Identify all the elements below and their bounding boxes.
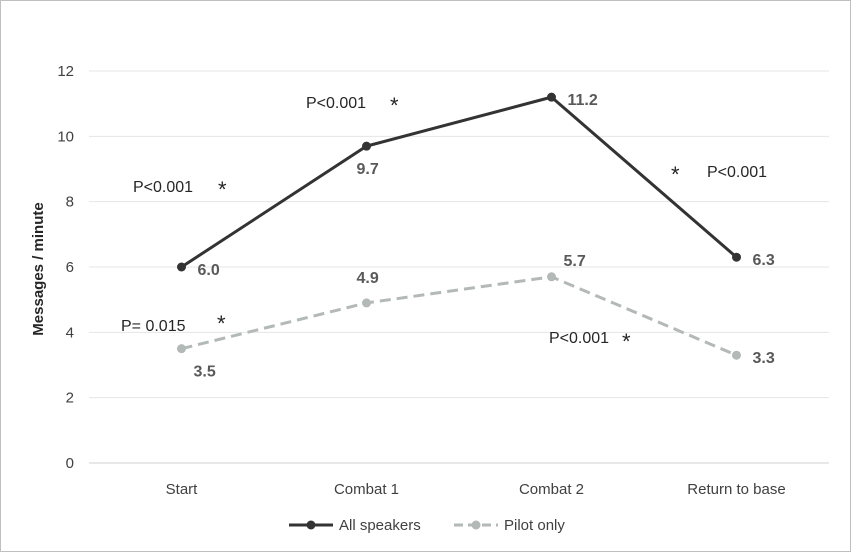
y-axis-title: Messages / minute bbox=[30, 202, 47, 335]
y-tick-label: 2 bbox=[66, 390, 74, 407]
series bbox=[177, 92, 741, 360]
data-label: 9.7 bbox=[357, 161, 379, 178]
data-point bbox=[732, 252, 741, 262]
legend-label: Pilot only bbox=[504, 517, 565, 534]
data-labels: 6.0 9.7 11.2 6.3 3.5 4.9 5.7 3.3 bbox=[194, 92, 775, 381]
data-label: 3.3 bbox=[753, 350, 775, 367]
data-point bbox=[177, 262, 186, 272]
data-label: 3.5 bbox=[194, 364, 216, 381]
p-value-annotation: P<0.001 bbox=[549, 330, 609, 347]
series-line bbox=[181, 275, 738, 357]
data-point bbox=[362, 141, 371, 151]
y-tick-label: 12 bbox=[57, 63, 74, 80]
significance-star: * bbox=[218, 177, 227, 202]
p-value-annotation: P<0.001 bbox=[306, 95, 366, 112]
x-axis-ticks: Start Combat 1 Combat 2 Return to base bbox=[166, 481, 786, 498]
data-point bbox=[177, 344, 186, 354]
significance-star: * bbox=[217, 311, 226, 336]
p-value-annotation: P<0.001 bbox=[707, 164, 767, 181]
data-point bbox=[547, 272, 556, 282]
legend-label: All speakers bbox=[339, 517, 421, 534]
x-tick-label: Return to base bbox=[687, 481, 785, 498]
p-value-annotation: P<0.001 bbox=[133, 179, 193, 196]
y-tick-label: 10 bbox=[57, 128, 74, 145]
data-label: 6.0 bbox=[198, 262, 220, 279]
legend-swatch-marker bbox=[471, 520, 481, 530]
legend-swatch-marker bbox=[306, 520, 316, 530]
x-tick-label: Start bbox=[166, 481, 199, 498]
significance-annotations: P<0.001 * P<0.001 * P<0.001 * P= 0.015 * P<0.001… bbox=[121, 93, 767, 354]
p-value-annotation: P= 0.015 bbox=[121, 318, 186, 335]
y-tick-label: 6 bbox=[66, 259, 74, 276]
significance-star: * bbox=[390, 93, 399, 118]
series-line bbox=[180, 95, 738, 269]
gridlines bbox=[89, 70, 829, 464]
x-tick-label: Combat 1 bbox=[334, 481, 399, 498]
x-tick-label: Combat 2 bbox=[519, 481, 584, 498]
data-point bbox=[362, 298, 371, 308]
y-tick-label: 0 bbox=[66, 455, 74, 472]
data-label: 4.9 bbox=[357, 270, 379, 287]
data-label: 11.2 bbox=[568, 92, 598, 109]
y-axis-ticks: 0 2 4 6 8 10 12 bbox=[57, 63, 74, 472]
significance-star: * bbox=[622, 329, 631, 354]
y-tick-label: 4 bbox=[66, 324, 74, 341]
significance-star: * bbox=[671, 162, 680, 187]
data-label: 5.7 bbox=[564, 253, 586, 270]
data-point bbox=[547, 92, 556, 102]
data-label: 6.3 bbox=[753, 252, 775, 269]
y-tick-label: 8 bbox=[66, 194, 74, 211]
legend: All speakers Pilot only bbox=[289, 517, 565, 534]
data-point bbox=[732, 350, 741, 360]
